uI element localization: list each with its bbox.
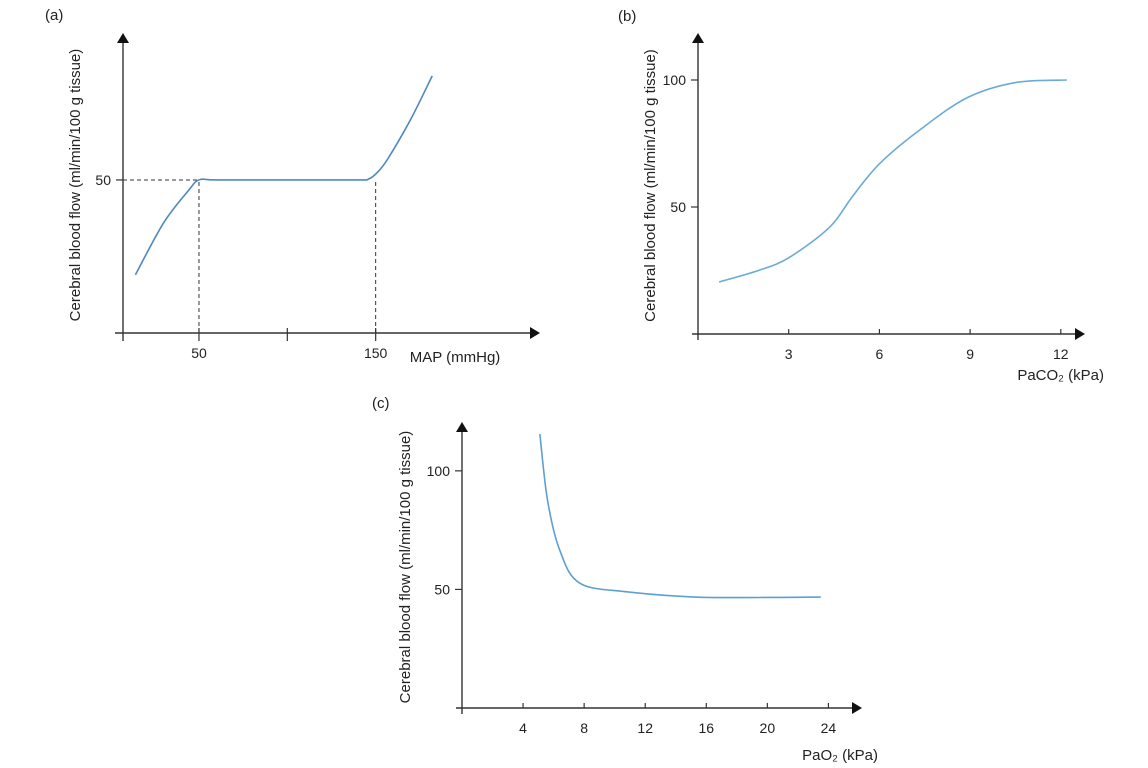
- y-tick-label: 100: [427, 463, 451, 479]
- y-axis-label: Cerebral blood flow (ml/min/100 g tissue…: [397, 431, 414, 704]
- x-tick-label: 12: [637, 720, 653, 736]
- y-tick-label: 50: [95, 172, 111, 188]
- x-axis-arrow-icon: [852, 702, 862, 714]
- y-axis-arrow-icon: [456, 422, 468, 432]
- y-tick-label: 50: [434, 581, 450, 597]
- series-line: [134, 75, 433, 276]
- x-axis-arrow-icon: [1075, 328, 1085, 340]
- chart-panel-a: (a) 50 150 50 Cerebral blood flow (ml/min/10…: [45, 7, 540, 366]
- chart-panel-c: (c) 4 8 12 16 20 24 50 100 Cerebral blood flow (m…: [372, 395, 878, 764]
- x-axis-arrow-icon: [530, 327, 540, 339]
- x-tick-label: 24: [821, 720, 837, 736]
- x-tick-label: 16: [698, 720, 714, 736]
- y-axis-arrow-icon: [692, 33, 704, 43]
- y-axis-arrow-icon: [117, 33, 129, 43]
- panel-label: (c): [372, 395, 390, 412]
- x-tick-label: 6: [876, 346, 884, 362]
- x-tick-label: 4: [519, 720, 527, 736]
- y-axis-label: Cerebral blood flow (ml/min/100 g tissue…: [642, 49, 659, 322]
- x-tick-label: 20: [760, 720, 776, 736]
- panel-label: (a): [45, 7, 63, 24]
- y-tick-label: 100: [663, 72, 687, 88]
- series-line: [718, 79, 1067, 283]
- x-tick-label: 8: [580, 720, 588, 736]
- x-tick-label: 12: [1053, 346, 1069, 362]
- x-tick-label: 50: [191, 345, 207, 361]
- x-axis-label: PaCO₂ (kPa): [1017, 367, 1104, 384]
- panel-label: (b): [618, 8, 636, 25]
- y-axis-label: Cerebral blood flow (ml/min/100 g tissue…: [67, 49, 84, 322]
- x-tick-label: 9: [966, 346, 974, 362]
- x-axis-label: MAP (mmHg): [410, 349, 501, 366]
- x-tick-label: 150: [364, 345, 388, 361]
- x-axis-label: PaO₂ (kPa): [802, 747, 878, 764]
- series-line: [539, 434, 821, 599]
- y-tick-label: 50: [670, 199, 686, 215]
- x-tick-label: 3: [785, 346, 793, 362]
